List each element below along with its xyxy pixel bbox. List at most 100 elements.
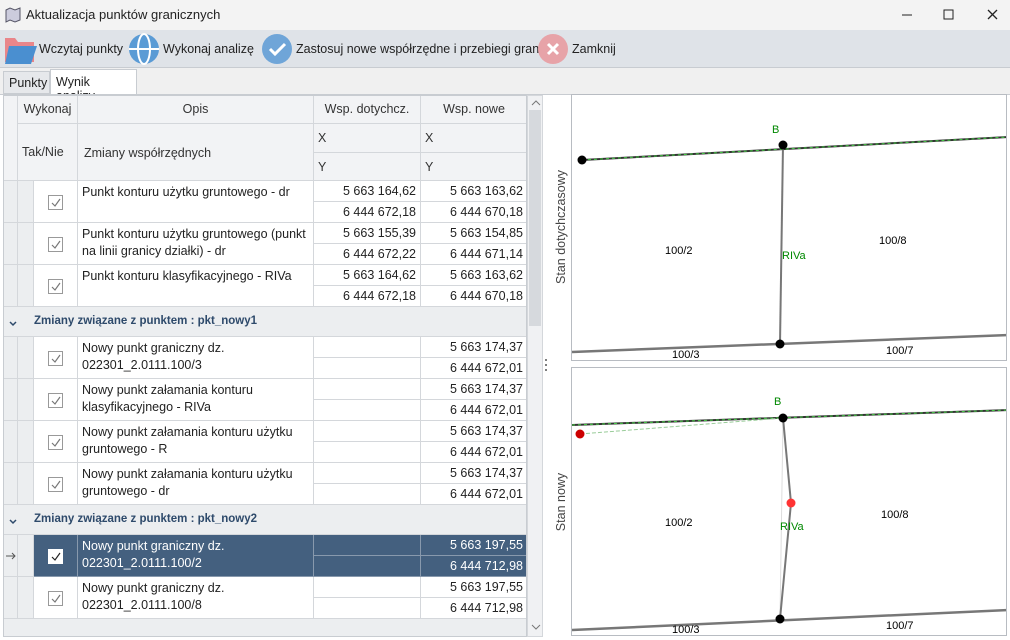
scrollbar[interactable] [527, 95, 543, 637]
checkbox[interactable] [48, 279, 63, 294]
checkbox[interactable] [48, 237, 63, 252]
coordinate-cell [314, 337, 421, 358]
checkbox[interactable] [48, 195, 63, 210]
coordinate-cell [314, 556, 421, 577]
indent-cell [18, 421, 34, 463]
indent-cell [18, 463, 34, 505]
indent-cell [18, 577, 34, 619]
coordinate-cell: 6 444 672,01 [421, 400, 526, 421]
row-indicator [4, 265, 18, 307]
group-toggle[interactable] [8, 317, 18, 327]
description-cell: Punkt konturu klasyfikacyjnego - RIVa [78, 265, 314, 307]
checkbox[interactable] [48, 591, 63, 606]
map-label: 100/8 [881, 509, 909, 521]
coordinate-cell: 5 663 154,85 [421, 223, 526, 244]
coordinate-cell: 5 663 174,37 [421, 421, 526, 442]
scrollbar-thumb[interactable] [529, 110, 541, 326]
coordinate-cell: 6 444 672,01 [421, 484, 526, 505]
map-label: 100/8 [879, 235, 907, 247]
coordinate-cell: 6 444 672,18 [314, 286, 421, 307]
indent-cell [18, 379, 34, 421]
tab[interactable]: Punkty [3, 71, 50, 94]
tab-active[interactable]: Wynik analizy [50, 69, 137, 103]
load-button[interactable]: Wczytaj punkty [3, 32, 123, 66]
map-label: B [774, 396, 781, 408]
coordinate-cell: 6 444 672,18 [314, 202, 421, 223]
header-cell: Wsp. dotychcz. [314, 96, 421, 124]
map-label: RIVa [780, 521, 805, 533]
group-header [4, 505, 526, 535]
window-controls[interactable] [890, 0, 1010, 30]
title-bar: Aktualizacja punktów granicznych [0, 0, 1010, 30]
checkbox[interactable] [48, 351, 63, 366]
header-cell: Y [421, 153, 526, 181]
header-cell: Wsp. nowe [421, 96, 526, 124]
coordinate-cell: 5 663 174,37 [421, 337, 526, 358]
coordinate-cell: 6 444 672,22 [314, 244, 421, 265]
analyze-button[interactable]: Wykonaj analizę [127, 32, 254, 66]
indent-cell [18, 265, 34, 307]
coordinate-cell: 5 663 164,62 [314, 265, 421, 286]
description-cell: Nowy punkt graniczny dz. 022301_2.0111.1… [78, 577, 314, 619]
header-cell: X [314, 124, 421, 153]
coordinate-cell: 5 663 163,62 [421, 265, 526, 286]
coordinate-cell: 6 444 670,18 [421, 202, 526, 223]
header-cell: X [421, 124, 526, 153]
apply-button[interactable]: Zastosuj nowe współrzędne i przebiegi gr… [260, 32, 548, 66]
indent-cell [18, 337, 34, 379]
row-indicator [4, 181, 18, 223]
app-icon [5, 7, 21, 23]
map-caption-box: Stan dotychczasowy [551, 94, 571, 361]
group-title: Zmiany związane z punktem : pkt_nowy1 [34, 315, 258, 327]
map-label: 100/2 [665, 245, 693, 257]
header-cell: Tak/Nie [18, 124, 78, 181]
checkbox[interactable] [48, 477, 63, 492]
coordinate-cell: 6 444 672,01 [421, 442, 526, 463]
coordinate-cell [314, 400, 421, 421]
coordinate-cell: 5 663 163,62 [421, 181, 526, 202]
coordinate-cell: 5 663 197,55 [421, 535, 526, 556]
group-title: Zmiany związane z punktem : pkt_nowy2 [34, 513, 258, 525]
load-label: Wczytaj punkty [39, 42, 124, 56]
map-label: 100/7 [886, 620, 914, 632]
header-cell: Opis [78, 96, 314, 124]
description-cell: Nowy punkt załamania konturu użytku grun… [78, 421, 314, 463]
description-cell: Nowy punkt załamania konturu użytku grun… [78, 463, 314, 505]
row-indicator [4, 463, 18, 505]
coordinate-cell: 5 663 174,37 [421, 379, 526, 400]
window-title: Aktualizacja punktów granicznych [26, 7, 221, 22]
close-label: Zamknij [572, 42, 616, 56]
coordinate-cell [314, 463, 421, 484]
description-cell: Punkt konturu użytku gruntowego (punkt n… [78, 223, 314, 265]
checkbox[interactable] [48, 435, 63, 450]
apply-label: Zastosuj nowe współrzędne i przebiegi gr… [296, 42, 549, 56]
coordinate-cell [314, 379, 421, 400]
coordinate-cell: 6 444 671,14 [421, 244, 526, 265]
map-label: RIVa [782, 250, 807, 262]
row-indicator [4, 223, 18, 265]
coordinate-cell: 5 663 174,37 [421, 463, 526, 484]
toolbar [0, 30, 1010, 68]
coordinate-cell: 5 663 197,55 [421, 577, 526, 598]
checkbox[interactable] [48, 549, 63, 564]
group-toggle[interactable] [8, 515, 18, 525]
description-cell: Punkt konturu użytku gruntowego - dr [78, 181, 314, 223]
coordinate-cell: 5 663 155,39 [314, 223, 421, 244]
checkbox[interactable] [48, 393, 63, 408]
map-label: 100/2 [665, 517, 693, 529]
splitter-grip[interactable] [543, 358, 549, 372]
checkbox-cell [34, 265, 78, 307]
coordinate-cell [314, 484, 421, 505]
description-cell: Nowy punkt graniczny dz. 022301_2.0111.1… [78, 337, 314, 379]
header-cell: Zmiany współrzędnych [78, 124, 314, 181]
close-button[interactable]: Zamknij [536, 32, 616, 66]
description-cell: Nowy punkt graniczny dz. 022301_2.0111.1… [78, 535, 314, 577]
map-caption: Stan nowy [554, 472, 568, 532]
map-before: B 100/2 RIVa 100/8 100/3 100/7 [571, 94, 1007, 361]
group-header [4, 307, 526, 337]
indent-cell [18, 223, 34, 265]
map-caption: Stan dotychczasowy [554, 170, 568, 284]
indent-cell [18, 535, 34, 577]
coordinate-cell [314, 535, 421, 556]
